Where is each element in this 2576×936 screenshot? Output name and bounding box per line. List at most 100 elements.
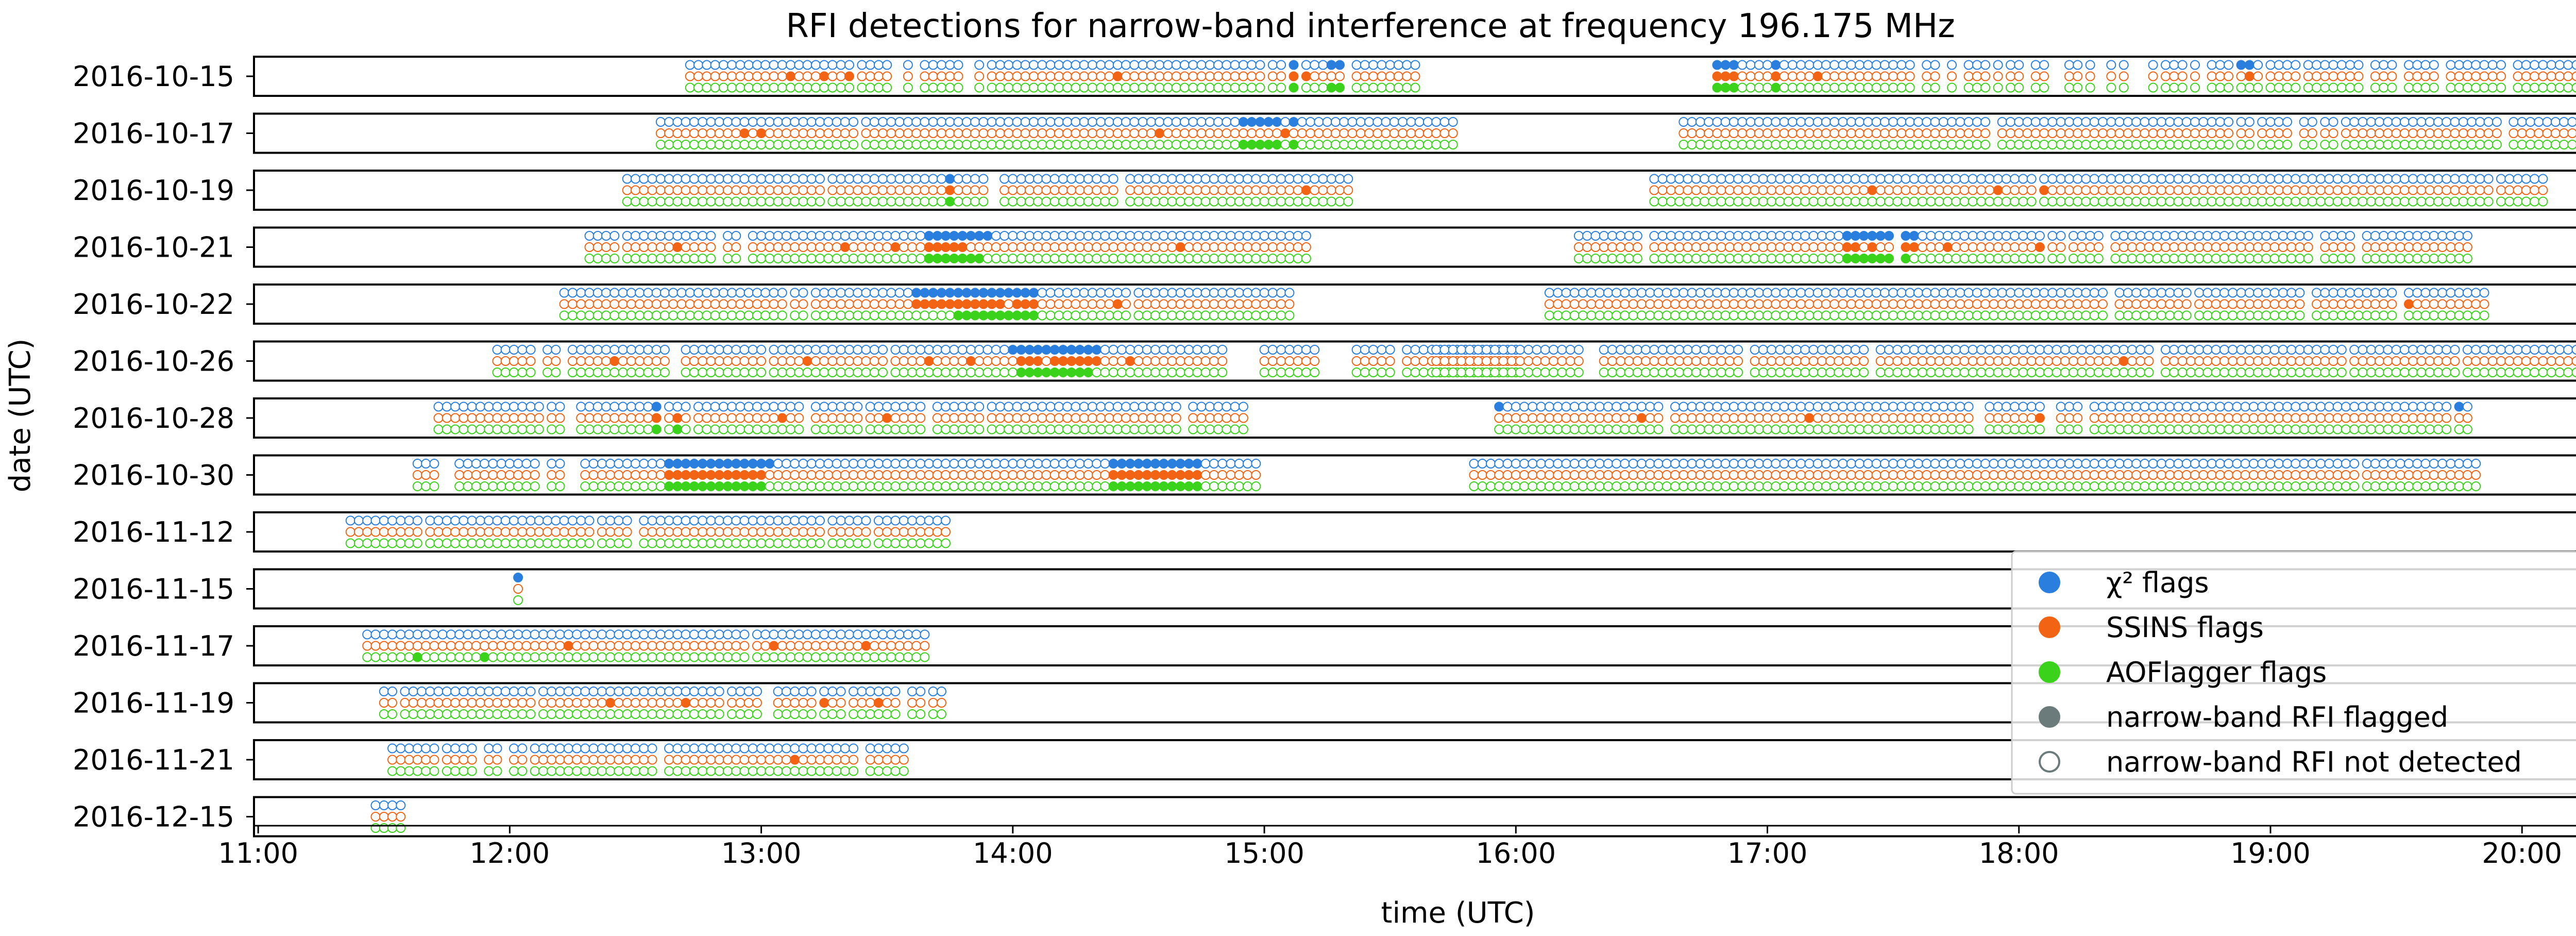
clean-aof-point — [1079, 140, 1089, 149]
clean-chi2-point — [1045, 288, 1056, 298]
clean-ssins-point — [974, 242, 985, 252]
clean-chi2-point — [2370, 60, 2380, 70]
clean-aof-point — [1804, 310, 1815, 321]
clean-aof-point — [2148, 196, 2158, 207]
clean-chi2-point — [1963, 402, 1974, 412]
clean-chi2-point — [1980, 117, 1991, 127]
clean-aof-point — [1762, 140, 1772, 149]
clean-ssins-point — [1863, 470, 1873, 480]
clean-chi2-point — [1469, 459, 1479, 469]
clean-chi2-point — [509, 402, 519, 412]
clean-ssins-point — [1972, 299, 1982, 309]
clean-chi2-point — [886, 117, 896, 127]
clean-aof-point — [949, 481, 959, 491]
clean-chi2-point — [2320, 288, 2330, 298]
clean-ssins-point — [664, 242, 674, 252]
clean-aof-point — [659, 367, 670, 377]
clean-ssins-point — [2496, 71, 2506, 81]
clean-aof-point — [2496, 82, 2506, 93]
clean-ssins-point — [2098, 470, 2108, 480]
clean-ssins-point — [1863, 413, 1873, 423]
clean-aof-point — [1439, 140, 1450, 149]
clean-aof-point — [2194, 367, 2205, 377]
clean-ssins-point — [1318, 185, 1328, 195]
flagged-chi2-point — [1335, 60, 1345, 70]
clean-ssins-point — [836, 356, 846, 366]
clean-aof-point — [2458, 140, 2468, 149]
flagged-chi2-point — [974, 231, 985, 241]
clean-aof-point — [1674, 367, 1685, 377]
clean-ssins-point — [2106, 413, 2116, 423]
clean-chi2-point — [681, 402, 691, 412]
clean-aof-point — [1049, 196, 1060, 207]
clean-chi2-point — [756, 231, 767, 241]
clean-ssins-point — [584, 242, 595, 252]
flagged-ssins-point — [1289, 71, 1299, 81]
clean-ssins-point — [1913, 128, 1923, 138]
clean-aof-point — [450, 424, 461, 434]
clean-ssins-point — [2345, 71, 2355, 81]
clean-chi2-point — [1771, 402, 1781, 412]
clean-aof-point — [2383, 424, 2393, 434]
clean-ssins-point — [592, 413, 603, 423]
clean-ssins-point — [949, 470, 959, 480]
clean-ssins-point — [2345, 242, 2355, 252]
clean-aof-point — [2295, 367, 2305, 377]
clean-aof-point — [1993, 254, 2003, 263]
clean-ssins-point — [1821, 299, 1831, 309]
clean-chi2-point — [2269, 288, 2280, 298]
clean-chi2-point — [2437, 459, 2448, 469]
clean-ssins-point — [1306, 128, 1316, 138]
clean-aof-point — [1121, 424, 1131, 434]
clean-chi2-point — [982, 459, 993, 469]
clean-aof-point — [1616, 367, 1626, 377]
flagged-ssins-point — [672, 470, 683, 480]
clean-aof-point — [454, 481, 465, 491]
clean-ssins-point — [592, 356, 603, 366]
clean-ssins-point — [450, 413, 461, 423]
clean-aof-point — [1066, 196, 1077, 207]
clean-aof-point — [2462, 310, 2472, 321]
clean-ssins-point — [1054, 71, 1064, 81]
clean-aof-point — [1159, 254, 1169, 263]
clean-aof-point — [907, 424, 917, 434]
clean-aof-point — [739, 367, 750, 377]
clean-aof-point — [1896, 310, 1907, 321]
clean-aof-point — [1888, 481, 1899, 491]
clean-aof-point — [1267, 196, 1278, 207]
clean-ssins-point — [2156, 128, 2166, 138]
clean-ssins-point — [961, 185, 972, 195]
clean-chi2-point — [1679, 459, 1689, 469]
clean-ssins-point — [1247, 71, 1257, 81]
clean-ssins-point — [2303, 71, 2313, 81]
clean-chi2-point — [1222, 117, 1232, 127]
clean-ssins-point — [1716, 242, 1726, 252]
clean-ssins-point — [1838, 128, 1848, 138]
clean-aof-point — [1913, 481, 1923, 491]
clean-aof-point — [1679, 310, 1689, 321]
clean-chi2-point — [2253, 288, 2263, 298]
clean-ssins-point — [849, 242, 859, 252]
clean-ssins-point — [1796, 413, 1806, 423]
clean-aof-point — [2006, 82, 2015, 93]
clean-aof-point — [1058, 196, 1068, 207]
clean-chi2-point — [693, 402, 703, 412]
clean-aof-point — [1222, 424, 1232, 434]
clean-ssins-point — [1012, 413, 1022, 423]
clean-ssins-point — [576, 527, 586, 537]
clean-chi2-point — [2291, 459, 2301, 469]
clean-ssins-point — [2471, 470, 2481, 480]
clean-chi2-point — [2450, 174, 2460, 184]
clean-chi2-point — [1092, 231, 1102, 241]
clean-aof-point — [1700, 367, 1709, 377]
clean-aof-point — [2479, 367, 2489, 377]
clean-ssins-point — [1821, 71, 1831, 81]
clean-ssins-point — [639, 527, 649, 537]
flagged-aof-point — [1058, 367, 1068, 377]
clean-ssins-point — [1712, 413, 1722, 423]
clean-ssins-point — [1737, 413, 1748, 423]
clean-chi2-point — [999, 231, 1010, 241]
clean-ssins-point — [2274, 71, 2284, 81]
clean-aof-point — [903, 310, 913, 321]
flagged-chi2-point — [953, 288, 963, 298]
